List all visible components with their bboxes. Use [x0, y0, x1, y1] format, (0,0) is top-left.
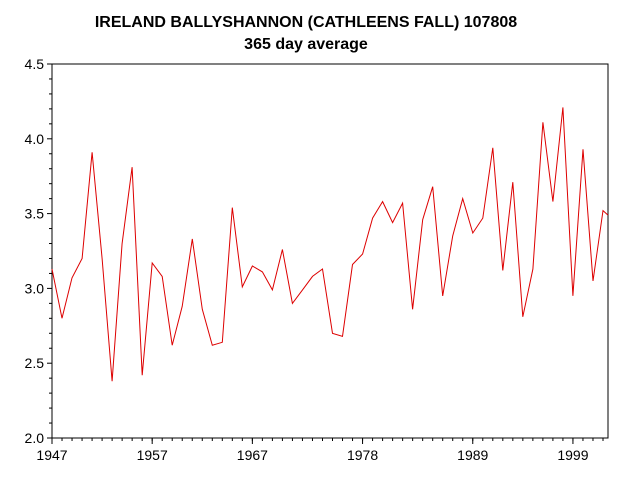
chart-title: IRELAND BALLYSHANNON (CATHLEENS FALL) 10…	[95, 14, 517, 31]
x-tick-label: 1989	[457, 447, 488, 463]
x-tick-label: 1967	[237, 447, 268, 463]
y-tick-label: 4.0	[25, 131, 45, 147]
y-axis: 2.0 2.5 3.0 3.5 4.0 4.5	[25, 56, 52, 446]
x-tick-label: 1947	[36, 447, 67, 463]
x-tick-label: 1957	[137, 447, 168, 463]
y-tick-label: 3.5	[25, 206, 45, 222]
y-tick-label: 3.0	[25, 280, 45, 296]
y-tick-label: 2.0	[25, 430, 45, 446]
y-tick-label: 4.5	[25, 56, 45, 72]
series-line	[51, 107, 609, 382]
chart-subtitle: 365 day average	[244, 36, 368, 53]
x-tick-label: 1978	[347, 447, 378, 463]
x-axis: 1947 1957 1967 1978 1989 1999	[36, 438, 604, 463]
x-tick-label: 1999	[557, 447, 588, 463]
y-tick-label: 2.5	[25, 355, 45, 371]
plot-frame	[51, 63, 609, 439]
